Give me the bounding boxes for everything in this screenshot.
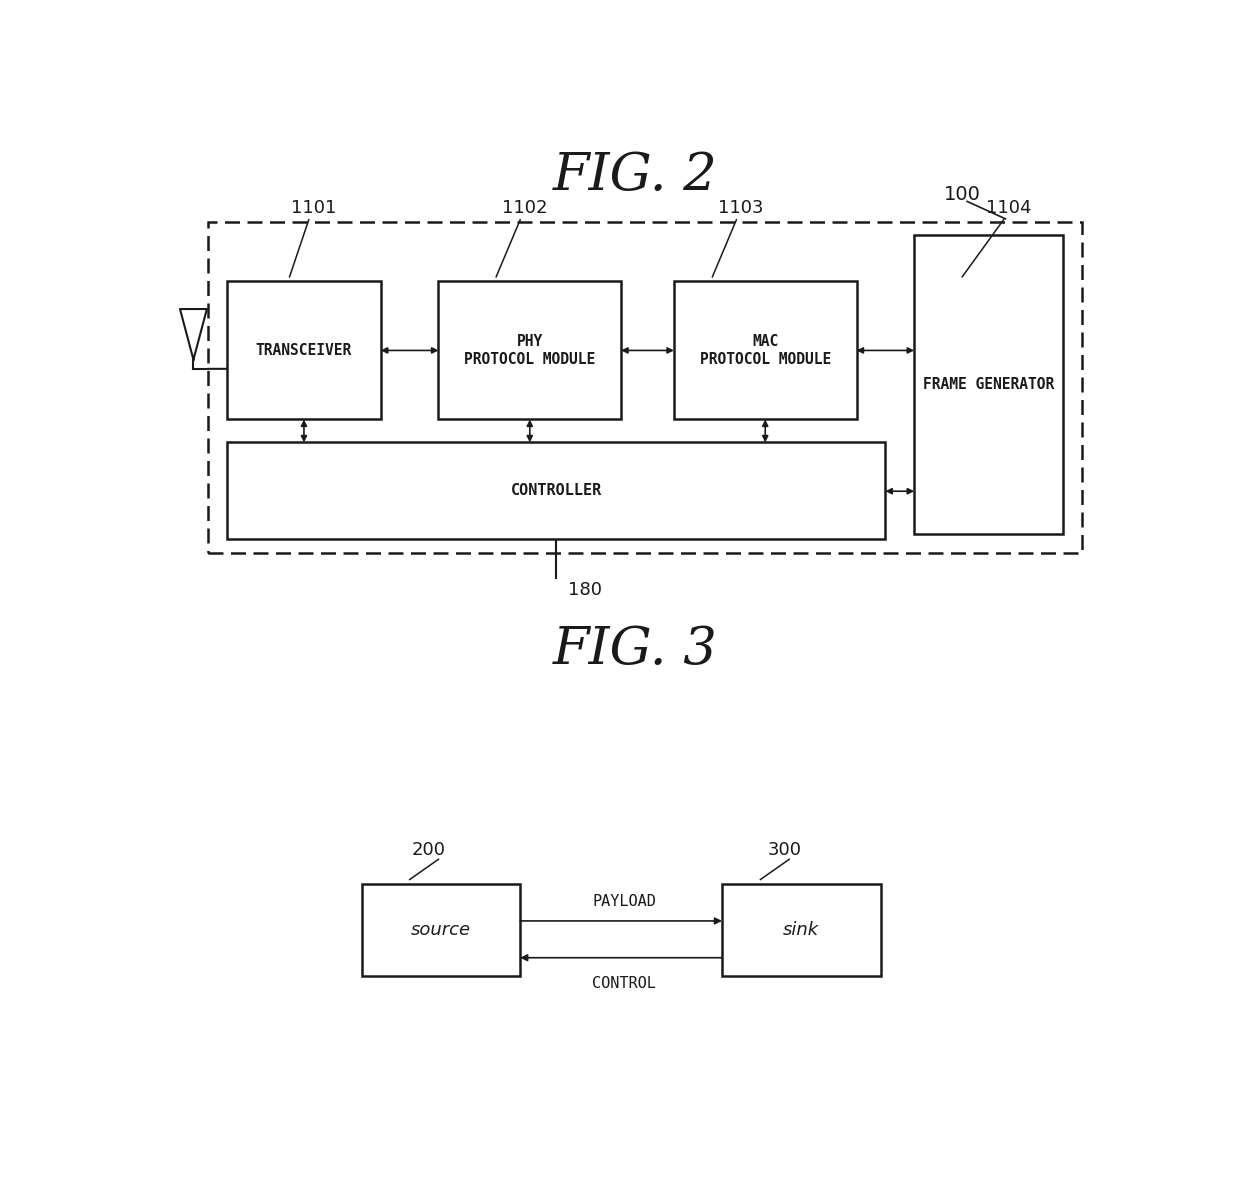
Text: MAC
PROTOCOL MODULE: MAC PROTOCOL MODULE: [699, 335, 831, 367]
Text: 300: 300: [768, 841, 801, 859]
Bar: [914, 235, 1063, 534]
Text: TRANSCEIVER: TRANSCEIVER: [255, 343, 352, 358]
Text: 100: 100: [944, 184, 981, 203]
Bar: [208, 221, 1083, 553]
Text: CONTROLLER: CONTROLLER: [511, 483, 601, 498]
Bar: [362, 884, 521, 976]
Bar: [439, 282, 621, 419]
Bar: [675, 282, 857, 419]
Text: CONTROL: CONTROL: [591, 976, 656, 991]
Text: PAYLOAD: PAYLOAD: [591, 894, 656, 909]
Bar: [227, 442, 885, 539]
Text: sink: sink: [784, 921, 820, 939]
Text: source: source: [410, 921, 471, 939]
Text: PHY
PROTOCOL MODULE: PHY PROTOCOL MODULE: [464, 335, 595, 367]
Text: 1101: 1101: [291, 198, 336, 216]
Text: FRAME GENERATOR: FRAME GENERATOR: [923, 378, 1054, 392]
Text: 1102: 1102: [502, 198, 548, 216]
Text: FIG. 2: FIG. 2: [553, 151, 718, 201]
Text: 1104: 1104: [986, 198, 1032, 216]
Bar: [722, 884, 880, 976]
Text: 180: 180: [568, 581, 603, 599]
Bar: [227, 282, 381, 419]
Text: 1103: 1103: [718, 198, 764, 216]
Text: 200: 200: [412, 841, 446, 859]
Text: FIG. 3: FIG. 3: [553, 624, 718, 675]
